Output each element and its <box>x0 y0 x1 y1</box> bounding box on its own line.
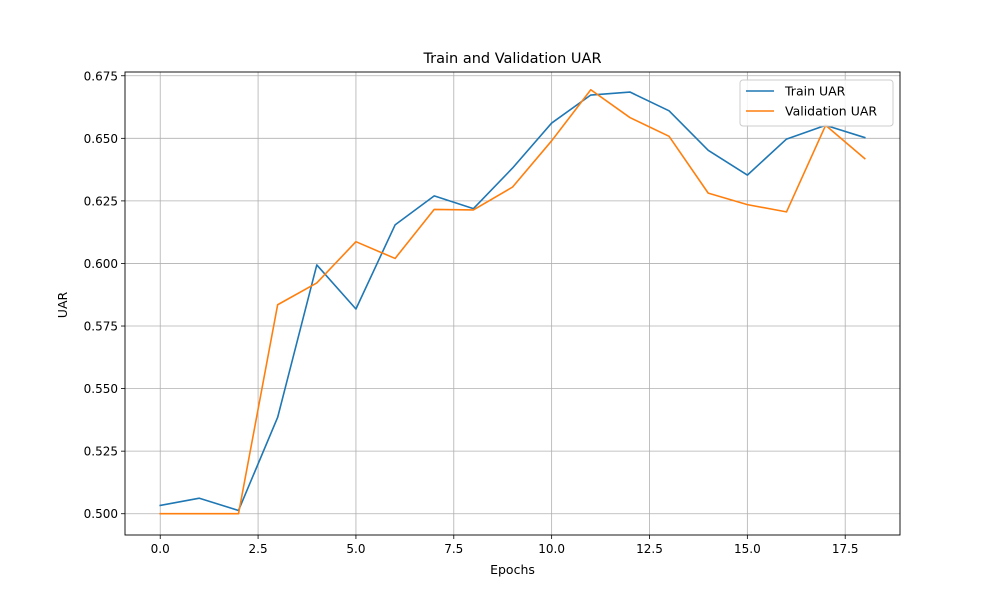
x-tick-label: 7.5 <box>444 542 463 556</box>
chart-title: Train and Validation UAR <box>422 51 601 67</box>
plot-frame <box>124 71 901 536</box>
y-tick-label: 0.575 <box>84 320 118 334</box>
series-line-validation-uar <box>159 88 866 515</box>
x-tick-label: 0.0 <box>151 542 170 556</box>
y-tick-label: 0.600 <box>84 257 118 271</box>
y-tick-label: 0.550 <box>84 382 118 396</box>
series-line-train-uar <box>159 91 866 512</box>
y-tick-label: 0.675 <box>84 69 118 83</box>
legend-label-train-uar: Train UAR <box>784 84 846 99</box>
x-tick-label: 12.5 <box>636 542 663 556</box>
x-tick-label: 5.0 <box>346 542 365 556</box>
y-tick-label: 0.500 <box>84 507 118 521</box>
series-lines <box>159 88 866 515</box>
y-tick-label: 0.525 <box>84 445 118 459</box>
legend-box <box>739 79 894 127</box>
x-tick-label: 17.5 <box>832 542 859 556</box>
legend-label-validation-uar: Validation UAR <box>785 104 877 119</box>
x-tick-label: 10.0 <box>538 542 565 556</box>
grid <box>125 72 900 535</box>
y-axis-ticks: 0.500 0.525 0.550 0.575 0.600 0.625 0.650 0.675 <box>84 69 125 521</box>
y-tick-label: 0.650 <box>84 132 118 146</box>
x-axis-label: Epochs <box>490 562 535 577</box>
x-tick-label: 15.0 <box>734 542 761 556</box>
legend: Train UAR Validation UAR <box>739 79 894 127</box>
x-tick-label: 2.5 <box>249 542 268 556</box>
y-axis-label: UAR <box>55 291 70 318</box>
x-axis-ticks: 0.0 2.5 5.0 7.5 10.0 12.5 15.0 17.5 <box>151 535 859 556</box>
y-tick-label: 0.625 <box>84 194 118 208</box>
